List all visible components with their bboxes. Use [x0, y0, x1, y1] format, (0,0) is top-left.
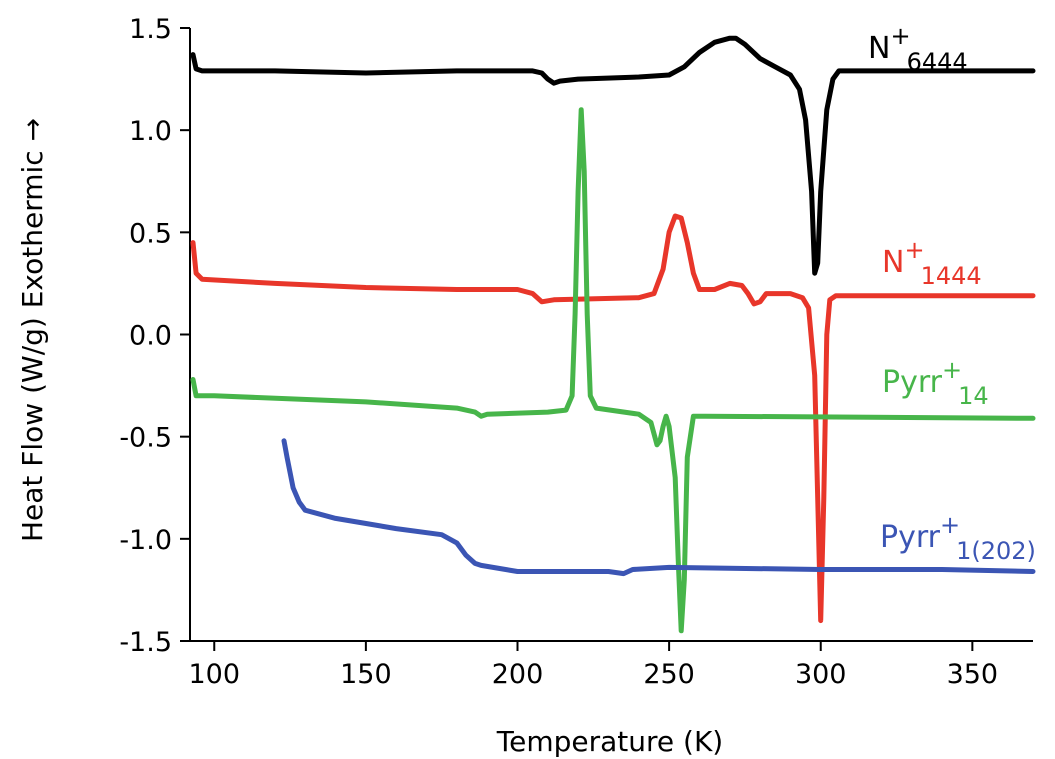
y-tick-label: -1.0 — [119, 525, 172, 556]
series-line — [190, 35, 1036, 276]
x-axis-title: Temperature (K) — [496, 725, 723, 758]
y-axis-title: Heat Flow (W/g) Exothermic → — [16, 118, 49, 542]
x-tick-label: 200 — [492, 659, 544, 690]
y-tick-label: 0.5 — [129, 218, 172, 249]
y-ticks: 1.5 1.0 0.5 0.0 -0.5 -1.0 -1.5 — [119, 14, 190, 658]
y-tick-label: 1.0 — [129, 116, 172, 147]
plot-area: 1.5 1.0 0.5 0.0 -0.5 -1.0 -1.5 100 150 200 250 300… — [119, 14, 1036, 690]
x-tick-label: 250 — [643, 659, 695, 690]
series-label: N+ 6444 — [868, 22, 968, 76]
series-line — [190, 107, 1036, 634]
y-tick-label: -0.5 — [119, 423, 172, 454]
y-tick-label: 1.5 — [129, 14, 172, 45]
series-lines — [190, 35, 1036, 634]
series-label: Pyrr+ 1(202) — [880, 511, 1036, 565]
series-line — [281, 438, 1036, 577]
y-tick-label: 0.0 — [129, 321, 172, 352]
series-label: Pyrr+ 14 — [882, 356, 989, 410]
series-labels: N+ 6444 N+ 1444 Pyrr+ 14 Pyrr+ 1(202) — [868, 22, 1036, 565]
x-tick-label: 300 — [795, 659, 847, 690]
series-line — [190, 213, 1036, 624]
y-tick-label: -1.5 — [119, 627, 172, 658]
x-tick-label: 100 — [188, 659, 240, 690]
x-tick-label: 150 — [340, 659, 392, 690]
x-ticks: 100 150 200 250 300 350 — [188, 641, 998, 690]
series-label: N+ 1444 — [882, 236, 982, 290]
x-tick-label: 350 — [947, 659, 999, 690]
